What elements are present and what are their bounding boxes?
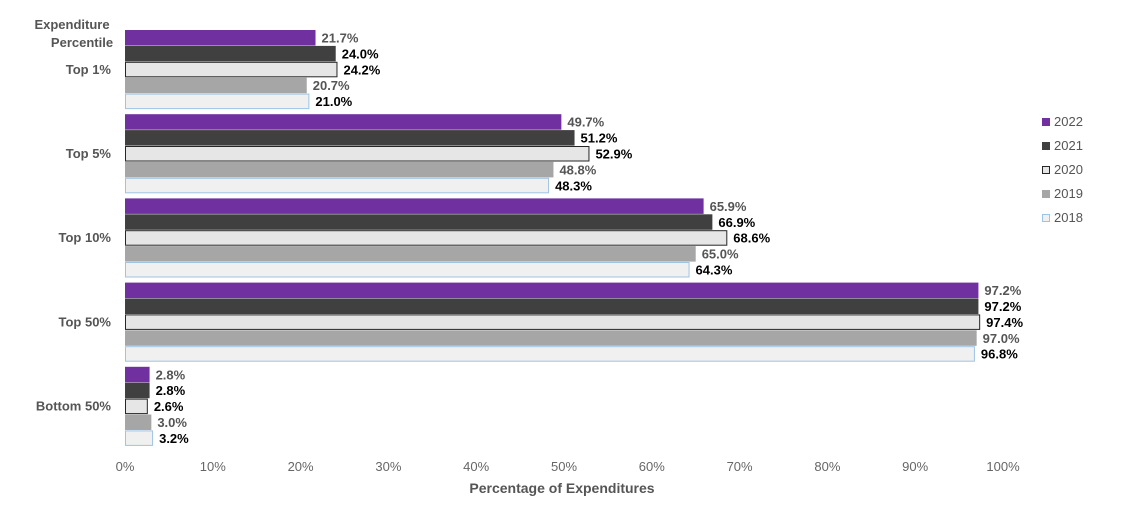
category-label: Top 5% xyxy=(66,146,112,161)
bars-group xyxy=(125,30,981,446)
data-label: 2.8% xyxy=(156,367,186,382)
x-tick-label: 70% xyxy=(727,459,753,474)
bar-2019 xyxy=(125,161,554,178)
x-tick-label: 30% xyxy=(375,459,401,474)
x-tick-label: 10% xyxy=(200,459,226,474)
bar-2022 xyxy=(125,114,562,130)
data-label: 24.0% xyxy=(342,46,379,61)
y-axis-title-line-2: Percentile xyxy=(51,35,113,50)
legend-swatch-2019 xyxy=(1042,190,1050,198)
bar-2021 xyxy=(125,45,336,62)
x-tick-label: 80% xyxy=(814,459,840,474)
bar-2019 xyxy=(125,330,977,346)
data-label: 3.2% xyxy=(159,431,189,446)
bar-2021 xyxy=(125,214,713,230)
data-label: 96.8% xyxy=(981,347,1018,362)
data-label: 2.8% xyxy=(156,383,186,398)
x-tick-label: 40% xyxy=(463,459,489,474)
data-label: 20.7% xyxy=(313,78,350,93)
x-tick-label: 20% xyxy=(288,459,314,474)
legend-label: 2022 xyxy=(1054,114,1083,129)
bar-2022 xyxy=(125,366,150,383)
category-labels-group: Top 1% Top 5% Top 10% Top 50% Bottom 50% xyxy=(36,62,112,414)
legend-swatch-2022 xyxy=(1042,118,1050,126)
bar-2019 xyxy=(125,246,696,262)
data-label: 21.0% xyxy=(315,94,352,109)
data-label: 68.6% xyxy=(733,231,770,246)
legend-label: 2021 xyxy=(1054,138,1083,153)
bar-2018 xyxy=(125,346,975,362)
x-tick-labels-group: 0% 10% 20% 30% 40% 50% 60% 70% 80% 90% 100% xyxy=(116,459,1020,474)
bar-2018 xyxy=(125,262,690,278)
data-label: 21.7% xyxy=(322,31,359,46)
legend-label: 2019 xyxy=(1054,186,1083,201)
category-label: Top 50% xyxy=(59,314,112,329)
legend-swatch-2018 xyxy=(1042,214,1050,222)
data-label: 66.9% xyxy=(718,215,755,230)
x-tick-label: 90% xyxy=(902,459,928,474)
bar-2021 xyxy=(125,382,150,399)
data-label: 24.2% xyxy=(343,62,380,77)
legend-swatch-2020 xyxy=(1042,166,1050,174)
data-label: 48.3% xyxy=(555,178,592,193)
bar-2022 xyxy=(125,30,316,46)
x-tick-label: 50% xyxy=(551,459,577,474)
data-label: 3.0% xyxy=(157,415,187,430)
bar-2020 xyxy=(125,314,981,330)
data-label: 97.4% xyxy=(986,315,1023,330)
bar-2020 xyxy=(125,398,148,415)
bar-2018 xyxy=(125,93,310,110)
category-label: Top 10% xyxy=(59,230,112,245)
data-label: 48.8% xyxy=(559,162,596,177)
y-axis-title-line-1: Expenditure xyxy=(34,17,109,32)
data-label: 97.2% xyxy=(984,283,1021,298)
bar-2021 xyxy=(125,298,979,314)
data-labels-group: 21.7%24.0%24.2%20.7%21.0% 49.7%51.2%52.9%… xyxy=(154,31,1024,446)
bar-2019 xyxy=(125,414,152,430)
bar-2020 xyxy=(125,230,728,246)
bar-2019 xyxy=(125,77,307,94)
bar-2020 xyxy=(125,61,338,78)
x-tick-label: 60% xyxy=(639,459,665,474)
bar-2018 xyxy=(125,430,154,446)
category-label: Bottom 50% xyxy=(36,399,112,414)
data-label: 64.3% xyxy=(696,263,733,278)
legend-label: 2018 xyxy=(1054,210,1083,225)
data-label: 49.7% xyxy=(567,115,604,130)
legend-swatch-2021 xyxy=(1042,142,1050,150)
bar-2022 xyxy=(125,282,979,299)
bar-2018 xyxy=(125,177,550,194)
x-tick-label: 100% xyxy=(986,459,1020,474)
data-label: 97.0% xyxy=(983,331,1020,346)
data-label: 65.0% xyxy=(702,247,739,262)
data-label: 52.9% xyxy=(595,147,632,162)
data-label: 97.2% xyxy=(984,299,1021,314)
bar-2021 xyxy=(125,130,575,146)
bar-2022 xyxy=(125,198,704,214)
category-label: Top 1% xyxy=(66,62,112,77)
legend-label: 2020 xyxy=(1054,162,1083,177)
data-label: 51.2% xyxy=(581,131,618,146)
data-label: 2.6% xyxy=(154,399,184,414)
x-axis-title: Percentage of Expenditures xyxy=(469,480,654,496)
bar-2020 xyxy=(125,146,590,162)
data-label: 65.9% xyxy=(710,199,747,214)
x-tick-label: 0% xyxy=(116,459,135,474)
legend: 2022 2021 2020 2019 2018 xyxy=(1042,114,1083,225)
